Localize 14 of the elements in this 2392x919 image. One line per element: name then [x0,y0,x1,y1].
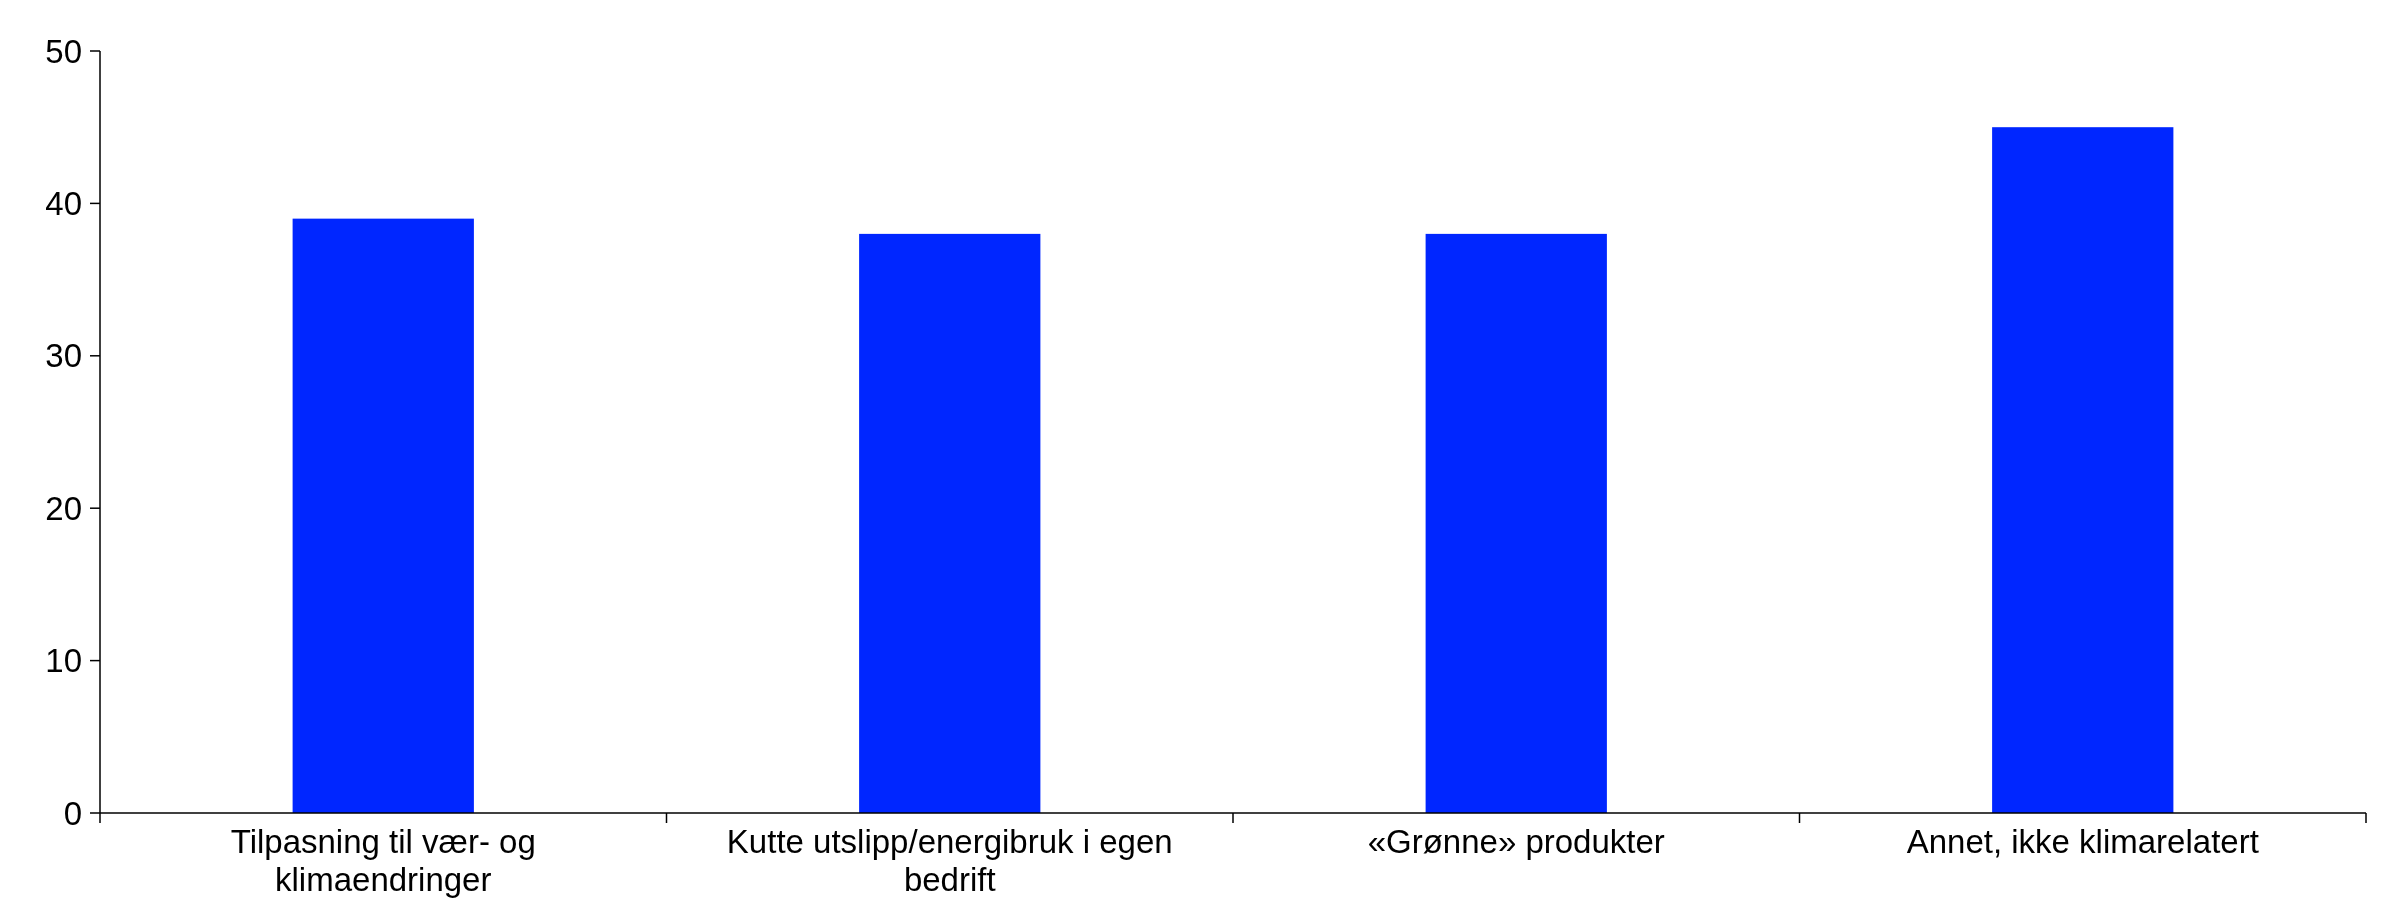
y-tick-label: 10 [45,642,82,680]
bar [292,218,474,813]
y-tick-label: 30 [45,337,82,375]
y-tick-label: 40 [45,184,82,222]
x-tick-label: Kutte utslipp/energibruk i egen bedrift [726,823,1173,898]
bar [1992,127,2174,813]
y-tick-label: 20 [45,489,82,527]
y-tick-label: 0 [63,794,82,832]
x-tick-label: Tilpasning til vær- og klimaendringer [230,823,536,898]
y-tick-label: 50 [45,32,82,70]
bar [1425,233,1607,813]
x-tick-label: «Grønne» produkter [1367,823,1665,860]
bar [859,233,1041,813]
x-tick-label: Annet, ikke klimarelatert [1906,823,2259,860]
